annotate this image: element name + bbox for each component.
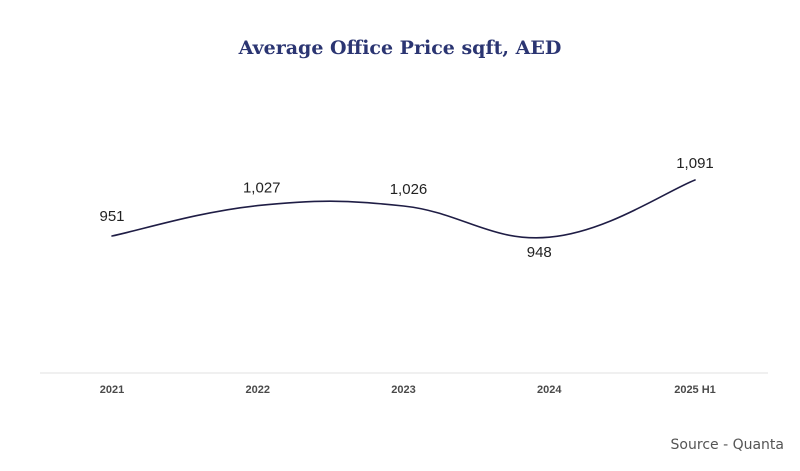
x-tick-label: 2022 (246, 384, 270, 396)
x-tick-label: 2024 (537, 384, 562, 396)
x-tick-label: 2025 H1 (674, 384, 716, 396)
data-label: 951 (99, 208, 124, 225)
data-label: 1,027 (243, 180, 281, 197)
source-note: Source - Quanta (671, 437, 784, 453)
series-line (111, 179, 696, 239)
x-tick-label: 2021 (100, 384, 124, 396)
x-axis-tick-labels: 2021 2022 2023 2024 2025 H1 (100, 384, 716, 396)
data-label: 1,026 (390, 181, 428, 198)
chart-title: Average Office Price sqft, AED (238, 37, 562, 59)
data-label: 948 (527, 244, 552, 261)
data-label: 1,091 (676, 155, 714, 172)
x-tick-label: 2023 (391, 384, 415, 396)
data-labels: 951 1,027 1,026 948 1,091 (99, 155, 713, 261)
